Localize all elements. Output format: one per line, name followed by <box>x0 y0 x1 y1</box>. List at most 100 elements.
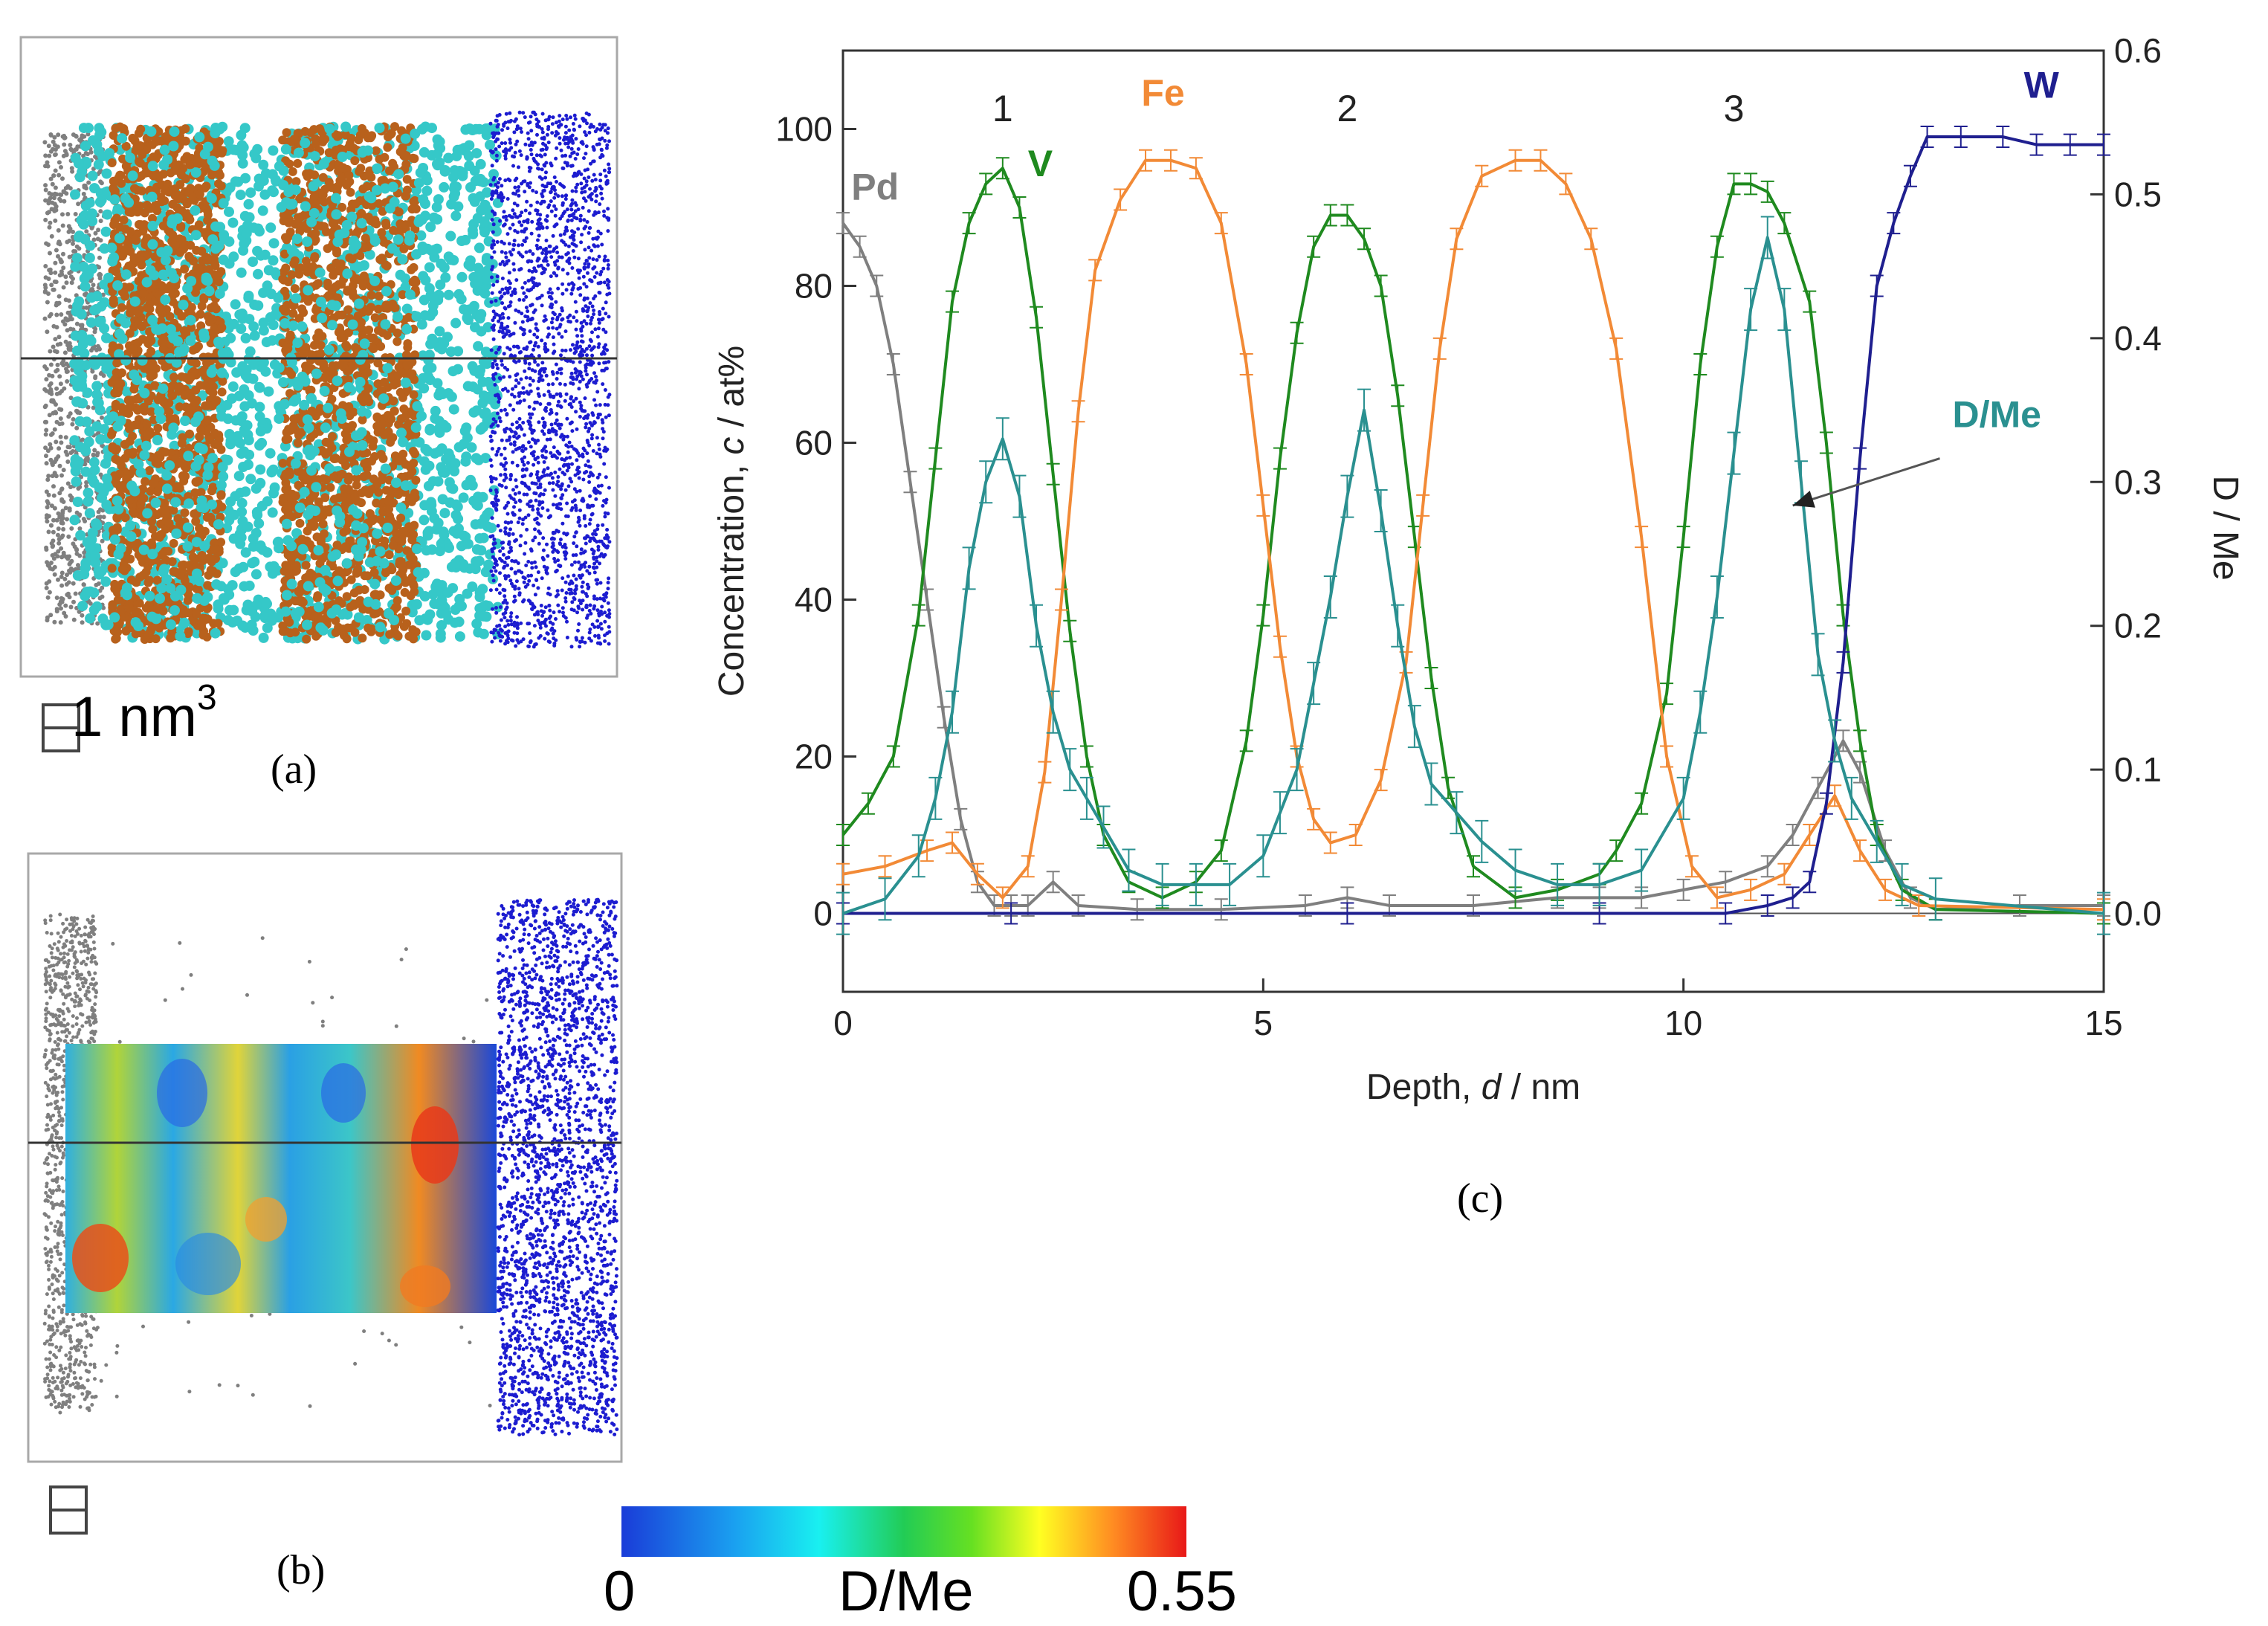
atom-dot <box>59 487 64 492</box>
atom-dot <box>47 413 52 418</box>
atom-dot <box>203 415 213 425</box>
atom-dot <box>357 317 366 327</box>
atom-dot <box>326 263 336 273</box>
atom-dot <box>91 453 96 458</box>
atom-dot <box>454 631 465 642</box>
atom-dot <box>443 152 454 164</box>
atom-dot <box>46 474 51 479</box>
atom-dot <box>401 578 410 587</box>
atom-dot <box>45 519 50 524</box>
atom-dot <box>295 518 305 528</box>
atom-dot <box>47 383 52 388</box>
atom-dot <box>475 158 486 170</box>
atom-dot <box>366 291 376 300</box>
atom-dot <box>400 587 410 597</box>
atom-dot <box>344 170 354 180</box>
atom-dot <box>210 544 219 554</box>
atom-dot <box>56 446 62 451</box>
atom-dot <box>117 564 127 574</box>
atom-dot <box>462 381 474 392</box>
atom-dot <box>471 148 482 159</box>
atom-dot <box>101 168 112 179</box>
atom-dot <box>395 147 405 157</box>
atom-dot <box>397 560 407 570</box>
atom-dot <box>283 434 293 444</box>
atom-dot <box>53 260 58 265</box>
atom-dot <box>206 565 216 575</box>
atom-dot <box>456 236 468 246</box>
atom-dot <box>468 407 479 418</box>
atom-dot <box>93 154 97 159</box>
atom-dot <box>161 506 170 515</box>
atom-dot <box>74 133 79 138</box>
atom-dot <box>44 377 49 382</box>
atom-dot <box>84 229 89 234</box>
atom-dot <box>268 320 279 330</box>
atom-dot <box>69 497 74 503</box>
atom-dot <box>354 135 364 145</box>
atom-dot <box>97 265 102 270</box>
atom-dot <box>47 191 52 196</box>
atom-dot <box>45 615 50 620</box>
atom-dot <box>45 300 50 305</box>
atom-dot <box>54 596 59 600</box>
atom-dot <box>49 561 54 565</box>
atom-dot <box>380 152 390 162</box>
atom-dot <box>56 160 62 165</box>
atom-dot <box>289 135 299 144</box>
atom-dot <box>407 265 416 274</box>
atom-dot <box>378 454 388 463</box>
atom-dot <box>407 369 416 378</box>
atom-dot <box>130 184 139 193</box>
atom-dot <box>107 430 116 439</box>
atom-dot <box>109 131 118 140</box>
atom-dot <box>80 437 85 442</box>
atom-dot <box>78 123 89 134</box>
atom-dot <box>92 448 97 453</box>
atom-dot <box>57 242 62 247</box>
atom-dot <box>84 480 89 485</box>
atom-dot <box>73 147 78 152</box>
atom-dot <box>139 289 149 298</box>
atom-dot <box>368 516 378 526</box>
atom-dot <box>71 327 76 332</box>
atom-dot <box>102 209 113 220</box>
atom-dot <box>285 331 295 341</box>
atom-dot <box>368 442 378 451</box>
atom-dot <box>71 417 76 422</box>
atom-dot <box>328 432 337 442</box>
atom-dot <box>51 543 56 549</box>
atom-dot <box>62 322 68 327</box>
atom-dot <box>81 582 86 587</box>
atom-dot <box>74 547 80 552</box>
atom-dot <box>51 344 56 349</box>
atom-dot <box>280 441 291 452</box>
atom-dot <box>42 316 48 321</box>
atom-dot <box>123 396 133 405</box>
atom-dot <box>185 429 194 439</box>
atom-dot <box>205 555 215 565</box>
atom-dot <box>446 483 457 494</box>
atom-dot <box>291 628 300 637</box>
atom-dot <box>254 382 265 393</box>
atom-dot <box>80 281 91 292</box>
atom-dot <box>344 366 354 375</box>
atom-dot <box>48 251 52 256</box>
atom-dot <box>197 301 207 311</box>
atom-dot <box>217 323 227 332</box>
atom-dot <box>211 304 221 314</box>
atom-dot <box>65 445 71 450</box>
atom-dot <box>362 393 372 403</box>
atom-dot <box>155 303 165 313</box>
atom-dot <box>48 132 54 137</box>
atom-dot <box>84 483 89 488</box>
atom-dot <box>155 623 164 633</box>
atom-dot <box>83 519 88 523</box>
atom-dot <box>47 564 51 569</box>
atom-dot <box>393 370 403 380</box>
atom-dot <box>86 180 91 185</box>
atom-dot <box>51 410 56 416</box>
atom-dot <box>460 456 471 467</box>
atom-dot <box>301 561 311 570</box>
atom-dot <box>361 233 370 243</box>
